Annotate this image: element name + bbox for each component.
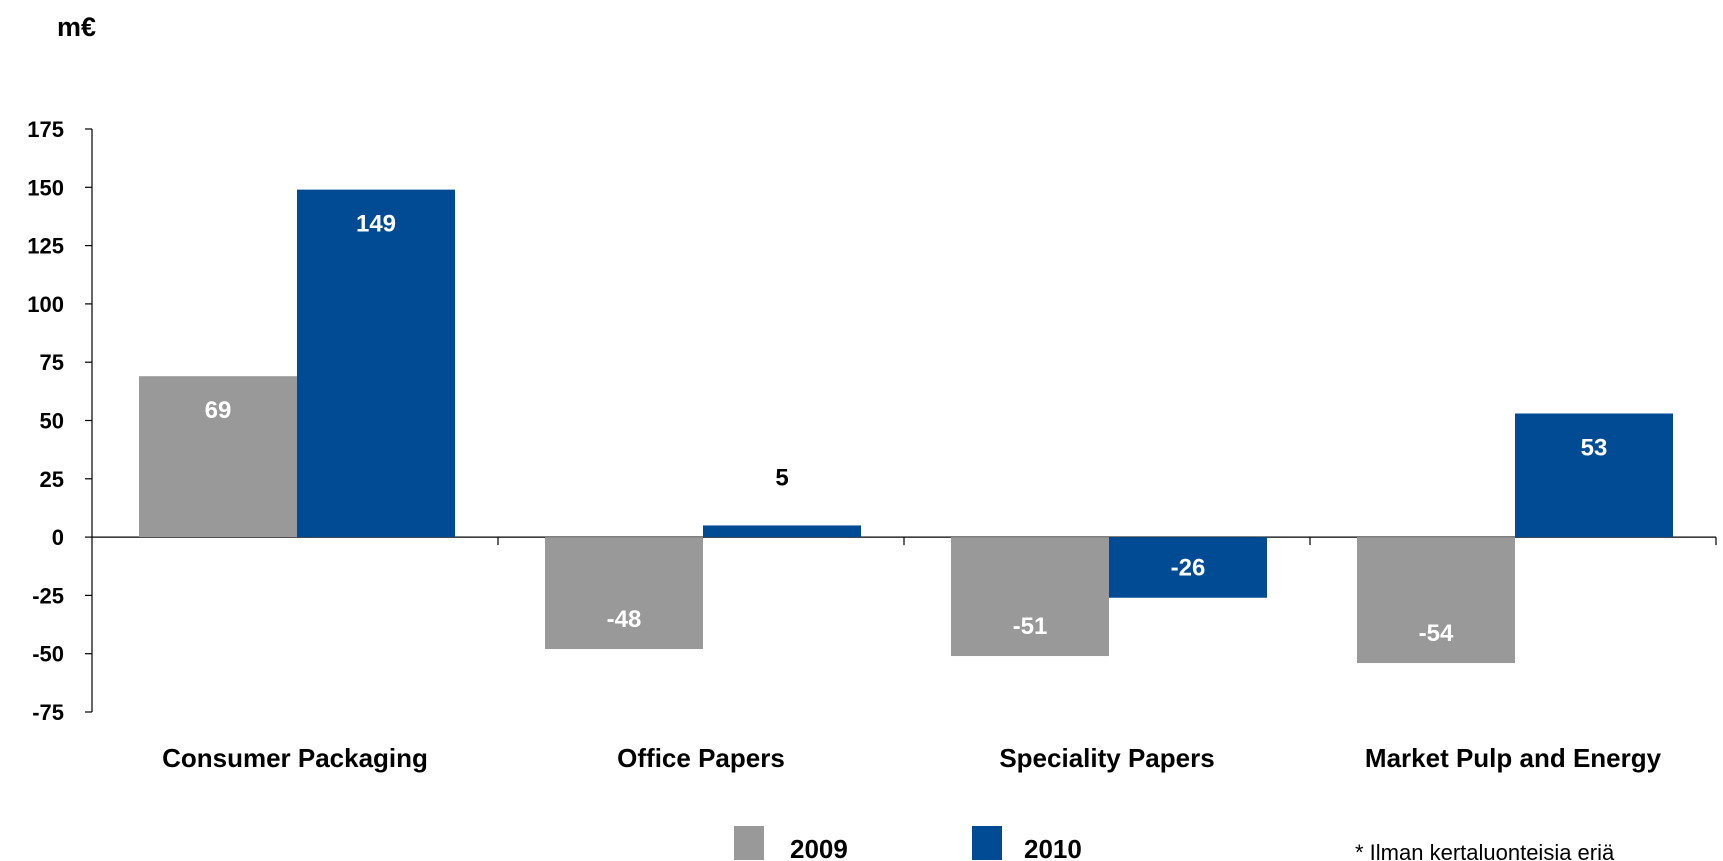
data-label-2009-0: 69 [205, 397, 232, 424]
y-tick-label: 50 [40, 409, 64, 434]
bar-2010-1 [703, 525, 861, 538]
legend-label-2009: 2009 [790, 834, 848, 861]
y-tick-label: 100 [27, 292, 64, 317]
category-label: Office Papers [617, 743, 785, 773]
y-tick-label: -75 [32, 700, 64, 725]
footnote: * Ilman kertaluonteisia eriä [1355, 840, 1615, 861]
unit-label: m€ [57, 12, 96, 42]
legend: 2009 2010 [734, 826, 1082, 861]
bar-2009-0 [139, 376, 297, 538]
category-labels: Consumer Packaging Office Papers Specialit… [162, 743, 1662, 773]
y-tick-label: 0 [52, 525, 64, 550]
y-tick-label: 25 [40, 467, 64, 492]
data-labels: 69 149 -48 5 -51 -26 -54 53 [205, 211, 1608, 647]
data-label-2009-1: -48 [607, 606, 642, 633]
bar-2009-2 [951, 537, 1109, 657]
y-tick-label: 75 [40, 350, 64, 375]
bar-2010-3 [1515, 413, 1673, 538]
legend-swatch-2009 [734, 826, 764, 860]
bar-2009-1 [545, 537, 703, 650]
data-label-2010-1: 5 [775, 464, 788, 491]
bars-group [139, 189, 1673, 664]
y-tick-label: -50 [32, 642, 64, 667]
bar-2010-0 [297, 189, 455, 538]
y-tick-label: 125 [27, 234, 64, 259]
category-label: Market Pulp and Energy [1365, 743, 1662, 773]
data-label-2009-3: -54 [1419, 620, 1454, 647]
bar-2009-3 [1357, 537, 1515, 664]
y-tick-label: -25 [32, 583, 64, 608]
category-label: Consumer Packaging [162, 743, 428, 773]
data-label-2010-2: -26 [1171, 555, 1206, 582]
category-label: Speciality Papers [999, 743, 1214, 773]
y-tick-label: 150 [27, 175, 64, 200]
data-label-2009-2: -51 [1013, 613, 1048, 640]
data-label-2010-3: 53 [1581, 435, 1608, 462]
data-label-2010-0: 149 [356, 211, 396, 238]
y-tick-label: 175 [27, 117, 64, 142]
legend-label-2010: 2010 [1024, 834, 1082, 861]
bar-2010-2 [1109, 537, 1267, 598]
legend-swatch-2010 [972, 826, 1002, 860]
